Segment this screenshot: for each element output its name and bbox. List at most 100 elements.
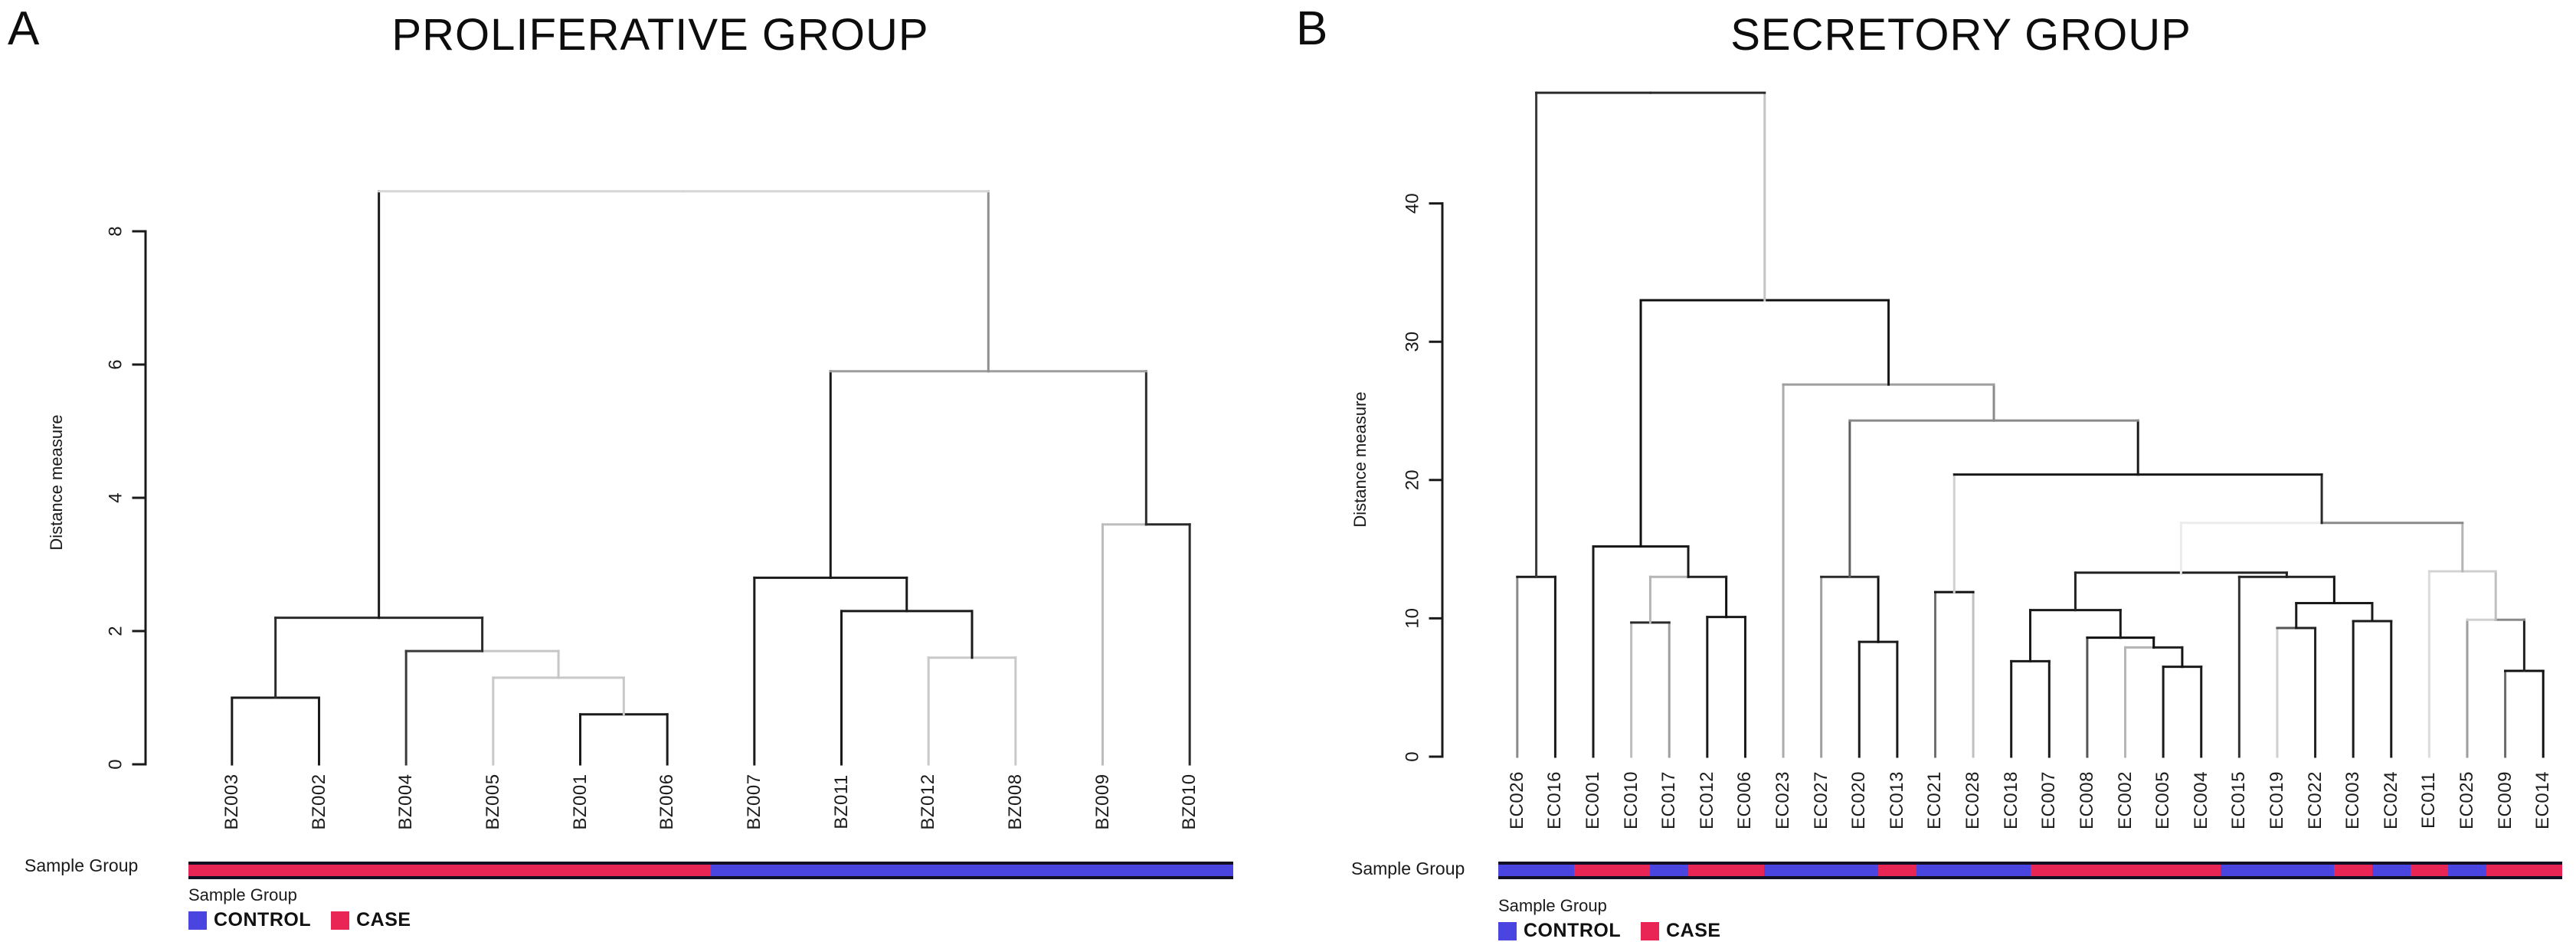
case-color-swatch	[331, 911, 350, 930]
leaf-label-EC022: EC022	[2304, 771, 2326, 829]
sample-group-cell-EC024	[2372, 865, 2411, 876]
sample-group-cell-EC026	[1498, 865, 1537, 876]
leaf-label-BZ008: BZ008	[1004, 774, 1026, 830]
leaf-label-BZ011: BZ011	[830, 774, 852, 829]
sample-group-cell-BZ001	[536, 865, 624, 876]
leaf-label-EC005: EC005	[2152, 771, 2174, 829]
sample-group-cell-EC013	[1878, 865, 1916, 876]
leaf-label-BZ010: BZ010	[1179, 774, 1200, 830]
panel-b-sample-group-row-label: Sample Group	[1351, 859, 1465, 878]
control-color-swatch	[1498, 921, 1517, 940]
leaf-label-EC024: EC024	[2380, 771, 2401, 829]
sample-group-cell-EC010	[1612, 865, 1651, 876]
leaf-label-EC027: EC027	[1810, 771, 1831, 829]
y-axis-tick-label: 4	[105, 492, 126, 502]
sample-group-cell-EC028	[1954, 865, 1992, 876]
leaf-label-BZ005: BZ005	[482, 774, 503, 830]
y-axis-tick-label: 10	[1402, 608, 1422, 629]
sample-group-cell-EC009	[2486, 865, 2525, 876]
leaf-label-EC010: EC010	[1620, 771, 1642, 829]
sample-group-cell-BZ009	[1059, 865, 1147, 876]
leaf-label-EC015: EC015	[2228, 771, 2250, 829]
sample-group-cell-EC018	[1992, 865, 2031, 876]
sample-group-cell-EC022	[2296, 865, 2335, 876]
leaf-label-EC011: EC011	[2418, 771, 2440, 829]
sample-group-cell-EC001	[1574, 865, 1612, 876]
sample-group-cell-EC002	[2106, 865, 2145, 876]
sample-group-cell-BZ004	[362, 865, 450, 876]
panel-a-y-axis-label: Distance measure	[47, 414, 66, 551]
panel-b-legend: Sample Group CONTROL CASE	[1498, 896, 1741, 942]
leaf-label-BZ006: BZ006	[656, 774, 678, 830]
sample-group-cell-EC015	[2220, 865, 2259, 876]
leaf-label-EC028: EC028	[1962, 771, 1984, 829]
legend-row: CONTROL CASE	[1498, 920, 1741, 942]
y-axis-tick-label: 6	[105, 359, 126, 369]
leaf-label-BZ007: BZ007	[743, 774, 764, 830]
y-axis-tick-label: 30	[1402, 332, 1422, 352]
sample-group-cell-EC027	[1802, 865, 1841, 876]
leaf-label-EC009: EC009	[2494, 771, 2515, 829]
panel-a-legend: Sample Group CONTROL CASE	[188, 885, 431, 931]
sample-group-cell-EC012	[1688, 865, 1727, 876]
sample-group-cell-BZ012	[885, 865, 973, 876]
sample-group-cell-BZ010	[1146, 865, 1234, 876]
leaf-label-EC002: EC002	[2114, 771, 2136, 829]
sample-group-cell-BZ006	[624, 865, 712, 876]
y-axis-tick-label: 20	[1402, 469, 1422, 490]
sample-group-cell-BZ003	[188, 865, 276, 876]
sample-group-cell-EC016	[1536, 865, 1575, 876]
sample-group-cell-EC017	[1650, 865, 1689, 876]
sample-group-cell-EC007	[2030, 865, 2069, 876]
y-axis-tick-label: 40	[1402, 193, 1422, 214]
leaf-label-EC023: EC023	[1772, 771, 1794, 829]
legend-row: CONTROL CASE	[188, 909, 431, 931]
leaf-label-EC019: EC019	[2266, 771, 2287, 829]
leaf-label-EC013: EC013	[1886, 771, 1907, 829]
sample-group-cell-BZ002	[275, 865, 363, 876]
leaf-label-EC014: EC014	[2532, 771, 2554, 829]
leaf-label-BZ012: BZ012	[918, 774, 939, 830]
leaf-label-EC021: EC021	[1924, 771, 1946, 829]
leaf-label-EC026: EC026	[1506, 771, 1527, 829]
panel-b-title: SECRETORY GROUP	[1730, 10, 2191, 60]
leaf-label-EC007: EC007	[2038, 771, 2060, 829]
sample-group-cell-BZ005	[450, 865, 537, 876]
leaf-label-EC025: EC025	[2456, 771, 2477, 829]
legend-title: Sample Group	[1498, 896, 1607, 915]
y-axis-tick-label: 8	[105, 226, 126, 236]
control-color-swatch	[188, 911, 207, 930]
sample-group-cell-EC020	[1840, 865, 1879, 876]
legend-label-case: CASE	[1666, 920, 1721, 941]
leaf-label-EC012: EC012	[1696, 771, 1717, 829]
panel-letter-a: A	[8, 2, 40, 55]
sample-group-cell-EC006	[1726, 865, 1765, 876]
leaf-label-EC003: EC003	[2342, 771, 2364, 829]
leaf-label-EC016: EC016	[1544, 771, 1566, 829]
sample-group-cell-EC008	[2068, 865, 2106, 876]
panel-a-title: PROLIFERATIVE GROUP	[391, 10, 929, 60]
leaf-label-EC006: EC006	[1734, 771, 1756, 829]
panel-a-sample-group-row-label: Sample Group	[25, 855, 139, 875]
leaf-label-EC018: EC018	[2000, 771, 2021, 829]
leaf-label-BZ001: BZ001	[569, 774, 591, 830]
panel-b-y-axis-label: Distance measure	[1350, 391, 1370, 528]
leaf-label-EC020: EC020	[1848, 771, 1870, 829]
leaf-label-EC017: EC017	[1658, 771, 1680, 829]
sample-group-cell-EC014	[2524, 865, 2563, 876]
sample-group-cell-EC003	[2334, 865, 2373, 876]
leaf-label-BZ003: BZ003	[221, 774, 242, 830]
leaf-label-EC004: EC004	[2190, 771, 2211, 829]
legend-label-case: CASE	[356, 909, 411, 931]
legend-label-control: CONTROL	[214, 909, 312, 931]
sample-group-cell-BZ008	[972, 865, 1059, 876]
leaf-label-BZ009: BZ009	[1092, 774, 1113, 830]
leaf-label-EC008: EC008	[2076, 771, 2097, 829]
sample-group-cell-EC023	[1764, 865, 1802, 876]
leaf-label-BZ002: BZ002	[308, 774, 329, 830]
leaf-label-BZ004: BZ004	[395, 774, 417, 830]
y-axis-tick-label: 2	[105, 626, 126, 636]
sample-group-cell-EC021	[1916, 865, 1955, 876]
